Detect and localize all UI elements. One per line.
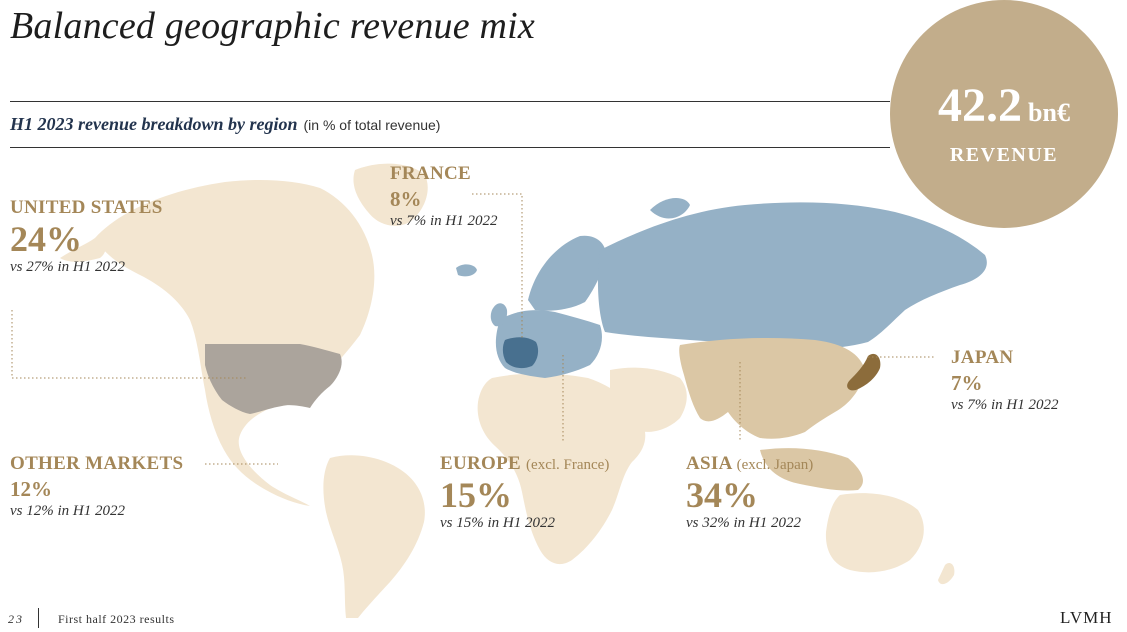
bottom-rule — [10, 147, 890, 148]
region-name: UNITED STATES — [10, 197, 163, 218]
leader-lines — [11, 193, 935, 465]
region-comparison: vs 7% in H1 2022 — [951, 397, 1059, 413]
region-share: 12% — [10, 477, 52, 501]
south-america-land — [323, 455, 425, 618]
france-shape — [502, 337, 539, 369]
russia-shape — [597, 202, 987, 349]
north-america-land — [95, 180, 375, 506]
region-name: JAPAN — [951, 347, 1014, 368]
region-name-text: ASIA — [686, 453, 732, 474]
middle-east-land — [610, 367, 687, 432]
footer-label: First half 2023 results — [58, 612, 175, 626]
page-title: Balanced geographic revenue mix — [10, 5, 535, 47]
region-share: 7% — [951, 371, 983, 395]
region-asia: ASIA (excl. Japan) 34% vs 32% in H1 2022 — [686, 453, 813, 532]
region-other-markets: OTHER MARKETS 12% vs 12% in H1 2022 — [10, 453, 183, 520]
subtitle-main: H1 2023 revenue breakdown by region — [10, 114, 298, 134]
australia-land — [825, 493, 924, 573]
region-note: (excl. Japan) — [736, 457, 814, 473]
revenue-amount: 42.2 — [938, 79, 1023, 132]
region-comparison: vs 12% in H1 2022 — [10, 503, 125, 519]
region-share: 24% — [10, 219, 82, 259]
scandinavia-shape — [528, 235, 606, 311]
region-comparison: vs 27% in H1 2022 — [10, 259, 125, 275]
asia-shape — [679, 337, 865, 439]
region-name: EUROPE (excl. France) — [440, 453, 609, 475]
world-map — [11, 163, 987, 618]
region-share: 8% — [390, 187, 422, 211]
greenland-land — [353, 163, 428, 226]
region-name: ASIA (excl. Japan) — [686, 453, 813, 475]
revenue-badge: 42.2 bn€ REVENUE — [890, 0, 1118, 228]
page-number: 23 — [8, 612, 24, 626]
region-comparison: vs 7% in H1 2022 — [390, 213, 498, 229]
alaska-land — [60, 238, 106, 262]
region-note: (excl. France) — [526, 457, 610, 473]
novaya-zemlya-shape — [650, 198, 690, 219]
top-rule — [10, 101, 890, 102]
section-subtitle: H1 2023 revenue breakdown by region (in %… — [10, 114, 440, 135]
region-share: 34% — [686, 475, 758, 515]
region-name: FRANCE — [390, 163, 471, 184]
revenue-value: 42.2 bn€ — [890, 78, 1118, 133]
revenue-label: REVENUE — [949, 144, 1059, 166]
usa-shape — [205, 344, 342, 414]
region-comparison: vs 15% in H1 2022 — [440, 515, 555, 531]
africa-land — [477, 373, 646, 565]
southeast-asia-shape — [760, 448, 863, 491]
lvmh-logo: LVMH — [1060, 608, 1113, 627]
region-japan: JAPAN 7% vs 7% in H1 2022 — [951, 347, 1059, 414]
region-united-states: UNITED STATES 24% vs 27% in H1 2022 — [10, 197, 163, 276]
region-name-text: EUROPE — [440, 453, 521, 474]
region-france: FRANCE 8% vs 7% in H1 2022 — [390, 163, 498, 230]
region-name: OTHER MARKETS — [10, 453, 184, 474]
subtitle-note: (in % of total revenue) — [303, 117, 441, 133]
japan-shape — [847, 353, 881, 391]
region-comparison: vs 32% in H1 2022 — [686, 515, 801, 531]
iceland-shape — [456, 264, 477, 277]
region-europe: EUROPE (excl. France) 15% vs 15% in H1 2… — [440, 453, 609, 532]
revenue-unit: bn€ — [1028, 98, 1070, 127]
region-share: 15% — [440, 475, 512, 515]
new-zealand-land — [938, 563, 955, 585]
uk-shape — [490, 303, 508, 327]
footer-separator — [38, 608, 39, 628]
leader-france — [472, 193, 523, 340]
leader-usa — [11, 310, 248, 379]
